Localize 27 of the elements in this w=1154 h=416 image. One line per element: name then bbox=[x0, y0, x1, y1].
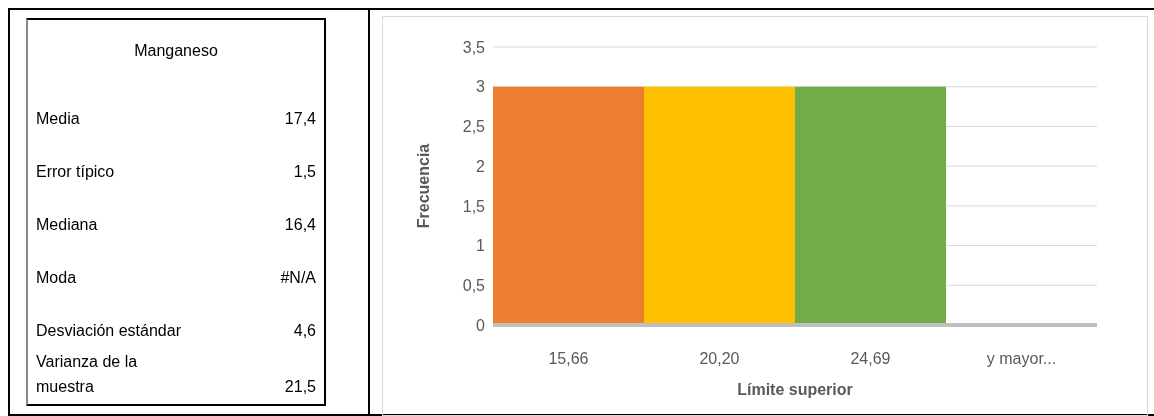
y-tick-label: 1,5 bbox=[462, 197, 486, 215]
category-label: Varianza de la muestra bbox=[36, 352, 139, 397]
y-tick-label: 2 bbox=[476, 157, 486, 175]
text: 4,6 bbox=[293, 322, 316, 339]
category-label: Media bbox=[36, 109, 80, 129]
text: 16,4 bbox=[284, 216, 316, 233]
category-label: Desviación estándar bbox=[36, 321, 181, 341]
y-tick-label: 2,5 bbox=[462, 118, 486, 136]
text: 17,4 bbox=[284, 110, 316, 127]
y-axis-title: Frecuencia bbox=[414, 143, 432, 229]
x-tick-label: y mayor... bbox=[986, 350, 1057, 368]
text: #N/A bbox=[280, 269, 316, 286]
y-tick-label: 3 bbox=[476, 78, 486, 96]
x-tick-label: 24,69 bbox=[850, 350, 891, 368]
y-tick-label: 1 bbox=[476, 237, 486, 255]
x-tick-label: 15,66 bbox=[548, 350, 589, 368]
y-tick-label: 3,5 bbox=[462, 38, 486, 56]
text: 1,5 bbox=[293, 163, 316, 180]
category-label: Moda bbox=[36, 268, 77, 288]
text: 21,5 bbox=[284, 378, 316, 395]
x-tick-label: 20,20 bbox=[699, 350, 740, 368]
category-label: Mediana bbox=[36, 215, 98, 235]
category-label: Error típico bbox=[36, 162, 115, 182]
y-tick-label: 0 bbox=[476, 316, 486, 334]
text: Manganeso bbox=[133, 42, 219, 61]
x-axis-title: Límite superior bbox=[737, 381, 853, 398]
y-tick-label: 0,5 bbox=[462, 276, 486, 294]
